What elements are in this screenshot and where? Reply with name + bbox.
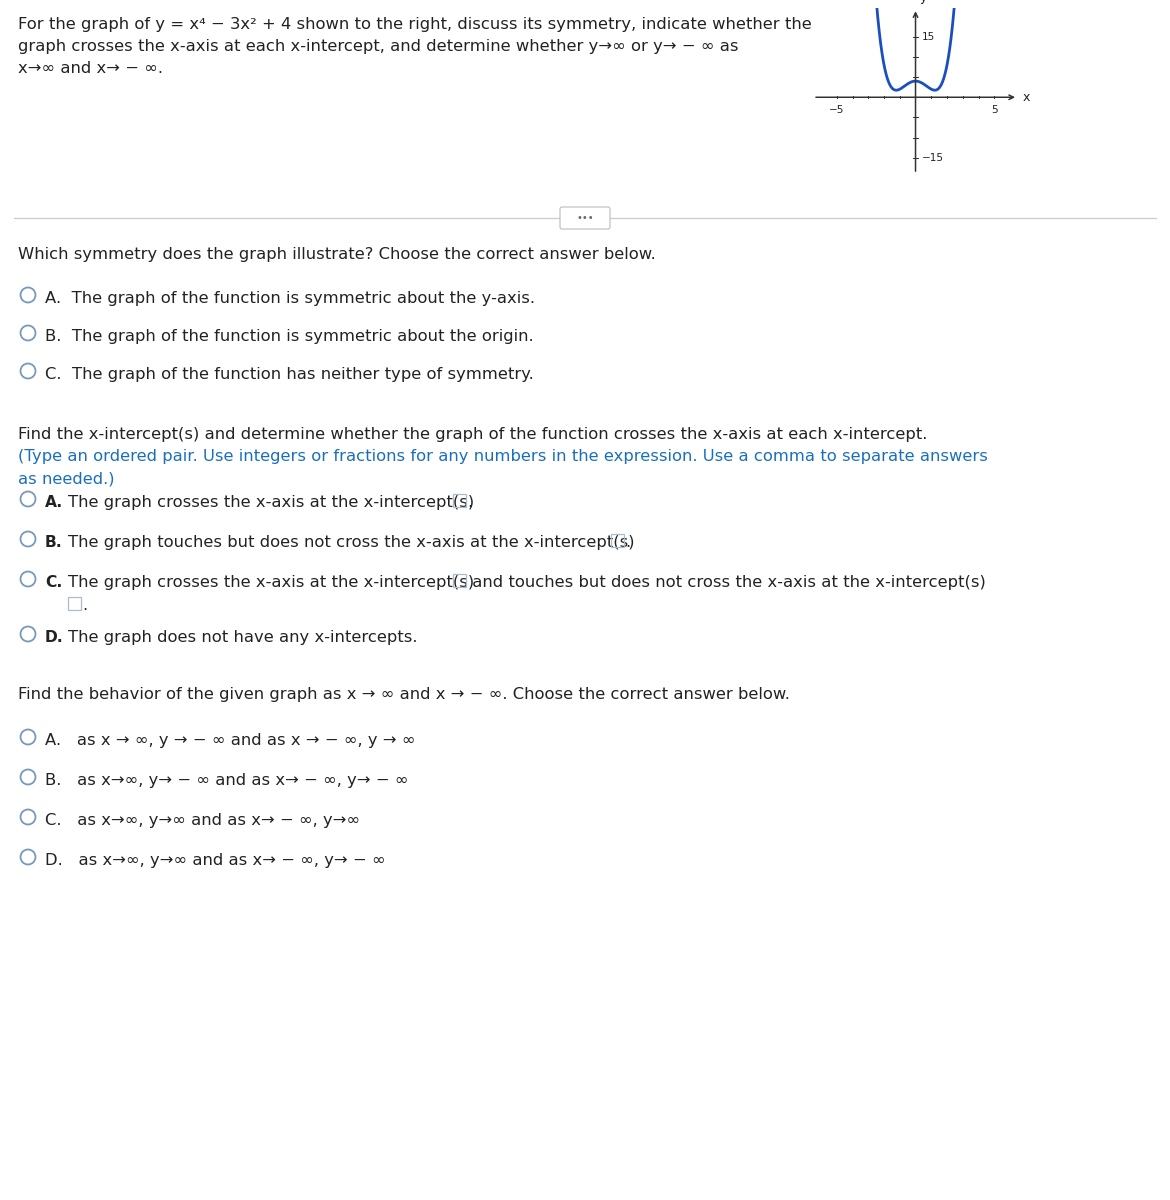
Text: The graph crosses the x-axis at the x-intercept(s): The graph crosses the x-axis at the x-in…: [68, 494, 474, 510]
Text: D.   as x→∞, y→∞ and as x→ − ∞, y→ − ∞: D. as x→∞, y→∞ and as x→ − ∞, y→ − ∞: [44, 853, 386, 868]
Bar: [68, 596, 81, 610]
Text: x: x: [1023, 91, 1030, 103]
Text: The graph crosses the x-axis at the x-intercept(s): The graph crosses the x-axis at the x-in…: [68, 575, 474, 590]
Text: B.  The graph of the function is symmetric about the origin.: B. The graph of the function is symmetri…: [44, 329, 534, 344]
Text: x→∞ and x→ − ∞.: x→∞ and x→ − ∞.: [18, 61, 163, 76]
Bar: [453, 494, 466, 506]
Text: .: .: [82, 598, 87, 613]
Text: B.   as x→∞, y→ − ∞ and as x→ − ∞, y→ − ∞: B. as x→∞, y→ − ∞ and as x→ − ∞, y→ − ∞: [44, 773, 408, 788]
Text: C.: C.: [44, 575, 62, 590]
Text: Find the behavior of the given graph as x → ∞ and x → − ∞. Choose the correct an: Find the behavior of the given graph as …: [18, 686, 790, 702]
Text: C.  The graph of the function has neither type of symmetry.: C. The graph of the function has neither…: [44, 367, 534, 382]
Text: •••: •••: [576, 214, 594, 223]
Text: A.: A.: [44, 494, 63, 510]
Text: Which symmetry does the graph illustrate? Choose the correct answer below.: Which symmetry does the graph illustrate…: [18, 247, 655, 262]
Text: −15: −15: [922, 152, 944, 163]
Text: Find the x-intercept(s) and determine whether the graph of the function crosses : Find the x-intercept(s) and determine wh…: [18, 427, 928, 442]
Text: 15: 15: [922, 31, 935, 42]
Text: y: y: [920, 0, 927, 5]
Text: The graph does not have any x-intercepts.: The graph does not have any x-intercepts…: [68, 630, 418, 646]
Text: D.: D.: [44, 630, 63, 646]
Text: A.  The graph of the function is symmetric about the y-axis.: A. The graph of the function is symmetri…: [44, 290, 535, 306]
Text: 5: 5: [991, 104, 998, 115]
Text: For the graph of y = x⁴ − 3x² + 4 shown to the right, discuss its symmetry, indi: For the graph of y = x⁴ − 3x² + 4 shown …: [18, 17, 812, 32]
Text: A.   as x → ∞, y → − ∞ and as x → − ∞, y → ∞: A. as x → ∞, y → − ∞ and as x → − ∞, y →…: [44, 733, 415, 748]
Text: .: .: [625, 535, 631, 550]
Text: The graph touches but does not cross the x-axis at the x-intercept(s): The graph touches but does not cross the…: [68, 535, 634, 550]
Text: graph crosses the x-axis at each x-intercept, and determine whether y→∞ or y→ − : graph crosses the x-axis at each x-inter…: [18, 38, 738, 54]
Text: and touches but does not cross the x-axis at the x-intercept(s): and touches but does not cross the x-axi…: [467, 575, 986, 590]
Text: B.: B.: [44, 535, 63, 550]
Text: .: .: [467, 494, 473, 510]
Bar: [611, 534, 624, 547]
Text: (Type an ordered pair. Use integers or fractions for any numbers in the expressi: (Type an ordered pair. Use integers or f…: [18, 449, 987, 464]
Text: −5: −5: [830, 104, 845, 115]
Text: as needed.): as needed.): [18, 470, 115, 486]
FancyBboxPatch shape: [560, 206, 610, 229]
Text: C.   as x→∞, y→∞ and as x→ − ∞, y→∞: C. as x→∞, y→∞ and as x→ − ∞, y→∞: [44, 814, 360, 828]
Bar: [453, 574, 466, 587]
